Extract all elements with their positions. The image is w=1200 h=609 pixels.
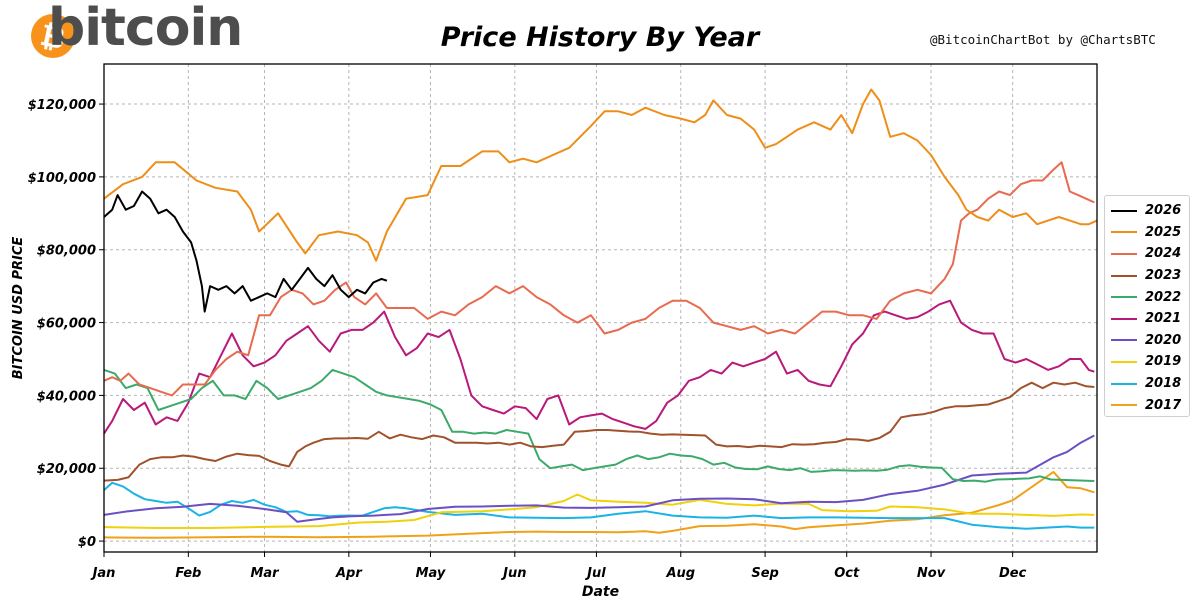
legend-swatch [1111,382,1137,385]
y-axis-label: BITCOIN USD PRICE [11,237,26,380]
legend-item-2020: 2020 [1111,330,1183,352]
chart-title: Price History By Year [440,22,760,53]
legend-swatch [1111,252,1137,255]
legend-item-2024: 2024 [1111,243,1183,265]
legend-label: 2018 [1145,376,1182,392]
legend-swatch [1111,209,1137,212]
chart-legend: 2026 2025 2024 2023 2022 2021 2020 2019 2018 2017 [1104,195,1190,417]
legend-item-2026: 2026 [1111,200,1183,222]
legend-swatch [1111,296,1137,299]
legend-swatch [1111,231,1137,234]
x-tick-label: Dec [999,566,1027,581]
legend-label: 2023 [1145,268,1182,284]
legend-label: 2026 [1145,203,1182,219]
y-tick-label: $0 [78,535,96,550]
x-tick-label: Nov [917,566,946,581]
legend-item-2018: 2018 [1111,373,1183,395]
legend-label: 2021 [1145,311,1182,327]
y-tick-label: $120,000 [28,98,96,113]
series-line-2018 [103,481,1095,530]
credit-text: @BitcoinChartBot by @ChartsBTC [930,32,1156,47]
y-tick-label: $100,000 [28,171,96,186]
x-tick-label: Oct [834,566,860,581]
legend-swatch [1111,317,1137,320]
series-line-2017 [103,470,1095,539]
legend-item-2025: 2025 [1111,222,1183,244]
x-tick-label: May [416,566,446,581]
y-tick-label: $40,000 [37,389,96,404]
legend-label: 2019 [1145,354,1182,370]
x-tick-label: Sep [751,566,779,581]
x-tick-label: Feb [175,566,201,581]
legend-swatch [1111,360,1137,363]
legend-item-2017: 2017 [1111,394,1183,416]
legend-label: 2025 [1145,224,1182,240]
x-tick-label: Apr [335,566,363,581]
bitcoin-symbol-icon [31,14,75,58]
legend-swatch [1111,404,1137,407]
legend-item-2022: 2022 [1111,286,1183,308]
legend-swatch [1111,274,1137,277]
x-axis-label: Date [582,584,619,600]
legend-item-2023: 2023 [1111,265,1183,287]
series-line-2019 [103,493,1095,529]
legend-swatch [1111,339,1137,342]
y-tick-label: $20,000 [37,462,96,477]
x-tick-label: Jun [500,566,526,581]
legend-item-2021: 2021 [1111,308,1183,330]
y-tick-label: $60,000 [37,317,96,332]
x-tick-label: Aug [665,566,695,581]
legend-label: 2022 [1145,289,1182,305]
series-line-2025 [103,88,1098,262]
series-line-2022 [103,368,1095,483]
legend-label: 2017 [1145,397,1182,413]
x-tick-label: Mar [250,566,280,581]
series-line-2021 [103,299,1095,435]
x-tick-label: Jul [584,566,606,581]
x-tick-label: Jan [90,566,116,581]
bitcoin-wordmark: bitcoin [48,0,243,58]
legend-label: 2020 [1145,332,1182,348]
legend-item-2019: 2019 [1111,351,1183,373]
series-line-2026 [103,190,388,313]
series-line-2020 [103,434,1095,523]
series-line-2023 [103,381,1095,482]
series-line-2024 [103,161,1095,397]
legend-label: 2024 [1145,246,1182,262]
plot-frame [103,63,1098,553]
y-tick-label: $80,000 [37,244,96,259]
bitcoin-logo: ₿ [31,14,75,58]
